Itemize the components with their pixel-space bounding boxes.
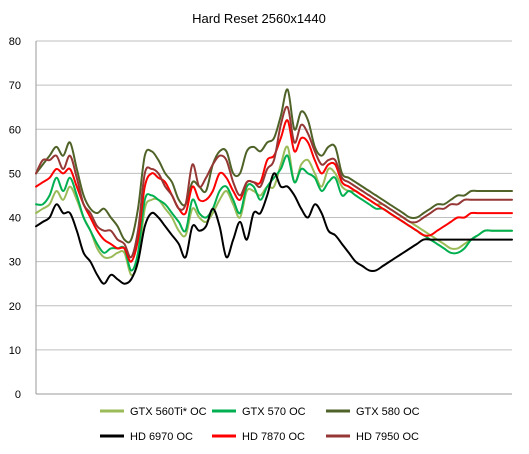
y-axis: 0 10 20 30 40 50 60 70 80 (9, 36, 512, 401)
gridlines (36, 40, 512, 395)
y-tick-label: 70 (9, 80, 21, 92)
legend-label-hd-7870-oc: HD 7870 OC (242, 431, 305, 443)
legend-label-gtx-580-oc: GTX 580 OC (356, 406, 420, 418)
y-tick-label: 80 (9, 36, 21, 48)
series-line-hd-7950-oc (35, 105, 513, 259)
legend: GTX 560Ti* OC GTX 570 OC GTX 580 OC HD 6970… (100, 406, 420, 443)
legend-label-gtx-560ti-oc: GTX 560Ti* OC (130, 406, 207, 418)
y-tick-label: 20 (9, 301, 21, 313)
series-layer (35, 88, 513, 285)
legend-label-hd-7950-oc: HD 7950 OC (356, 431, 419, 443)
y-tick-label: 0 (15, 389, 21, 401)
y-tick-label: 30 (9, 257, 21, 269)
legend-label-gtx-570-oc: GTX 570 OC (242, 406, 306, 418)
chart-title: Hard Reset 2560x1440 (192, 11, 326, 26)
legend-label-hd-6970-oc: HD 6970 OC (130, 431, 193, 443)
y-tick-label: 40 (9, 213, 21, 225)
y-tick-label: 50 (9, 168, 21, 180)
series-line-gtx-580-oc (35, 88, 513, 244)
y-tick-label: 10 (9, 345, 21, 357)
series-line-gtx-560ti-oc (35, 145, 513, 277)
series-line-hd-6970-oc (35, 172, 513, 285)
y-tick-label: 60 (9, 124, 21, 136)
series-line-hd-7870-oc (35, 119, 513, 263)
